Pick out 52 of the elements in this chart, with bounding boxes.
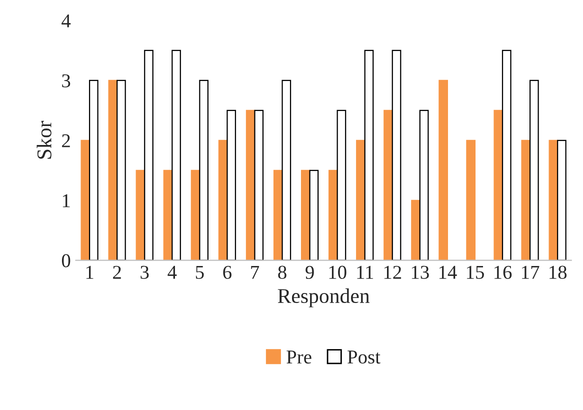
bar (494, 110, 504, 260)
bar (557, 140, 566, 260)
y-tick-label: 2 (62, 134, 70, 148)
x-tick-label: 12 (384, 266, 402, 279)
bar (226, 110, 236, 260)
y-tick-label: 1 (62, 194, 70, 208)
bar (384, 110, 393, 260)
bar (309, 170, 319, 260)
bar (282, 80, 292, 260)
bar (172, 50, 181, 260)
y-tick-label: 4 (62, 14, 71, 28)
bar (80, 140, 90, 260)
bar (419, 110, 429, 260)
legend-label: Pre (286, 350, 312, 364)
bar (356, 140, 366, 260)
x-tick-label: 4 (168, 266, 177, 279)
x-tick-label: 6 (223, 266, 232, 279)
bar (466, 140, 476, 260)
x-tick-label: 17 (522, 266, 540, 279)
bar (502, 50, 512, 260)
bar (89, 80, 98, 260)
legend-label: Post (348, 350, 380, 364)
x-tick-label: 11 (357, 266, 374, 279)
y-tick-label: 3 (62, 74, 70, 88)
x-tick-label: 14 (439, 266, 457, 279)
x-tick-label: 2 (113, 266, 121, 279)
y-axis-title: Skor (36, 120, 52, 159)
x-tick-label: 16 (494, 266, 512, 279)
bar (411, 200, 420, 260)
x-tick-label: 13 (412, 266, 429, 279)
bar (328, 170, 338, 260)
bar (336, 110, 346, 260)
x-tick-label: 18 (550, 266, 567, 279)
x-tick-label: 7 (251, 266, 260, 279)
bar (199, 80, 208, 260)
x-tick-label: 9 (306, 266, 314, 279)
y-tick-label: 0 (62, 254, 70, 268)
bar (521, 140, 531, 260)
bar (392, 50, 402, 260)
x-tick-label: 1 (86, 266, 94, 279)
bar (116, 80, 126, 260)
x-tick-label: 15 (466, 266, 484, 279)
x-axis-title: Responden (278, 288, 370, 308)
bar (254, 110, 264, 260)
x-tick-label: 3 (140, 266, 149, 279)
x-tick-label: 10 (329, 266, 346, 279)
bar (364, 50, 374, 260)
bar (438, 80, 448, 260)
bar (144, 50, 154, 260)
x-tick-label: 8 (278, 266, 286, 279)
bar (529, 80, 539, 260)
x-tick-label: 5 (196, 266, 204, 279)
